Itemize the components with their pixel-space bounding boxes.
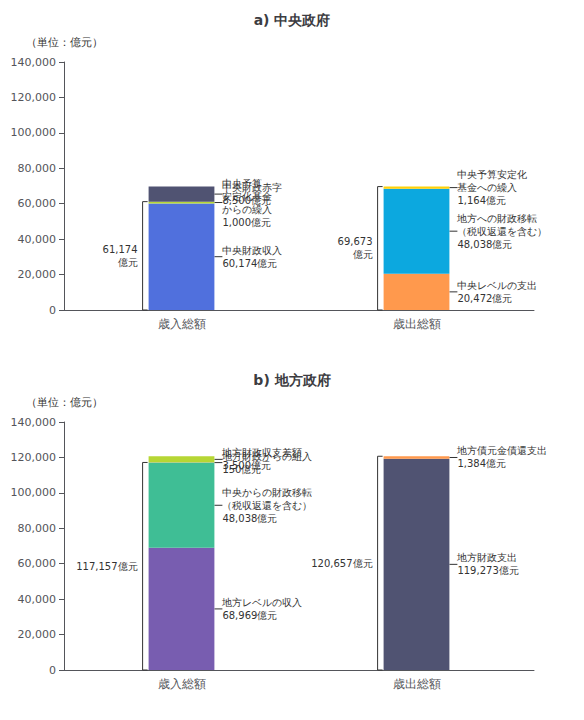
svg-text:1,000億元: 1,000億元: [222, 217, 271, 228]
svg-text:（単位：億元）: （単位：億元）: [26, 396, 103, 409]
svg-text:（税収返還を含む）: （税収返還を含む）: [457, 226, 547, 237]
svg-text:40,000: 40,000: [18, 233, 57, 246]
svg-text:60,000: 60,000: [18, 197, 57, 210]
svg-text:8,500億元: 8,500億元: [222, 195, 271, 206]
svg-text:（単位：億元）: （単位：億元）: [26, 36, 103, 49]
svg-text:歳入総額: 歳入総額: [158, 317, 206, 331]
svg-text:140,000: 140,000: [11, 56, 57, 69]
svg-text:中央からの財政移転: 中央からの財政移転: [222, 487, 312, 498]
svg-text:60,000: 60,000: [18, 557, 57, 570]
svg-text:1,384億元: 1,384億元: [457, 458, 506, 469]
svg-text:69,673: 69,673: [338, 236, 373, 247]
svg-text:0: 0: [49, 664, 56, 677]
svg-text:120,000: 120,000: [11, 91, 57, 104]
svg-text:20,000: 20,000: [18, 268, 57, 281]
svg-text:地方財政収支差額: 地方財政収支差額: [221, 447, 302, 458]
svg-text:億元: 億元: [353, 249, 373, 260]
svg-text:歳入総額: 歳入総額: [158, 677, 206, 691]
svg-text:3,500億元: 3,500億元: [222, 460, 271, 471]
svg-text:140,000: 140,000: [11, 416, 57, 429]
svg-text:120,657億元: 120,657億元: [311, 558, 372, 569]
svg-text:20,000: 20,000: [18, 628, 57, 641]
svg-text:1,164億元: 1,164億元: [457, 195, 506, 206]
svg-text:からの繰入: からの繰入: [222, 203, 273, 215]
svg-text:80,000: 80,000: [18, 522, 57, 535]
svg-text:基金への繰入: 基金への繰入: [457, 182, 517, 193]
svg-text:億元: 億元: [118, 257, 138, 268]
svg-text:61,174: 61,174: [103, 244, 138, 255]
svg-text:a) 中央政府: a) 中央政府: [254, 12, 331, 28]
svg-text:歳出総額: 歳出総額: [393, 677, 441, 691]
svg-text:40,000: 40,000: [18, 593, 57, 606]
svg-text:119,273億元: 119,273億元: [457, 565, 518, 576]
svg-text:地方債元金債還支出: 地方債元金債還支出: [456, 445, 547, 456]
svg-text:120,000: 120,000: [11, 451, 57, 464]
svg-text:中央財政収入: 中央財政収入: [222, 245, 282, 256]
svg-text:地方財政支出: 地方財政支出: [456, 552, 517, 563]
svg-text:歳出総額: 歳出総額: [393, 317, 441, 331]
svg-text:（税収返還を含む）: （税収返還を含む）: [222, 500, 312, 511]
svg-text:地方レベルの収入: 地方レベルの収入: [221, 597, 302, 608]
svg-text:中央財政赤字: 中央財政赤字: [222, 182, 282, 193]
svg-text:中央予算安定化: 中央予算安定化: [457, 169, 527, 180]
svg-text:100,000: 100,000: [11, 126, 57, 139]
svg-text:中央レベルの支出: 中央レベルの支出: [457, 280, 537, 291]
svg-text:60,174億元: 60,174億元: [222, 258, 277, 269]
svg-text:117,157億元: 117,157億元: [76, 561, 137, 572]
svg-text:48,038億元: 48,038億元: [457, 239, 512, 250]
svg-text:b) 地方政府: b) 地方政府: [253, 372, 330, 388]
svg-text:80,000: 80,000: [18, 162, 57, 175]
svg-text:48,038億元: 48,038億元: [222, 513, 277, 524]
svg-text:20,472億元: 20,472億元: [457, 293, 512, 304]
svg-text:地方への財政移転: 地方への財政移転: [456, 213, 537, 224]
svg-text:100,000: 100,000: [11, 486, 57, 499]
svg-text:0: 0: [49, 304, 56, 317]
svg-text:68,969億元: 68,969億元: [222, 610, 277, 621]
